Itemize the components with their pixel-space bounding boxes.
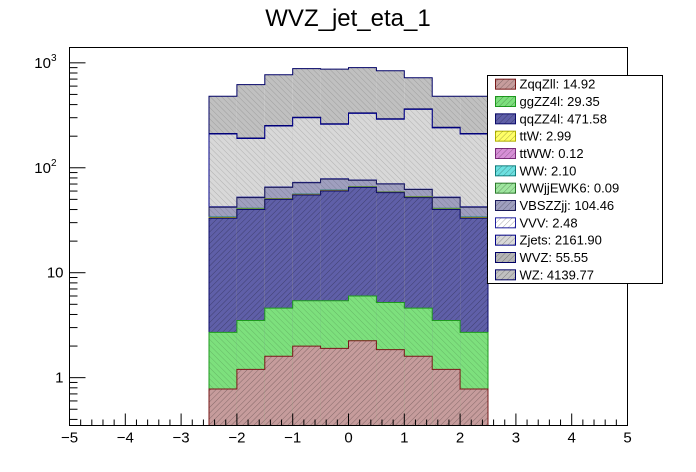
legend-label-ttWW: ttWW: 0.12 xyxy=(520,146,584,161)
bar-hatch-ZqqZll xyxy=(264,356,293,426)
legend-swatch-hatch-ggZZ4l xyxy=(495,96,516,107)
legend-swatch-hatch-ZqqZll xyxy=(495,79,516,90)
x-tick-label: 3 xyxy=(512,430,520,447)
legend-label-ZqqZll: ZqqZll: 14.92 xyxy=(520,77,596,92)
legend-label-WW: WW: 2.10 xyxy=(520,163,577,178)
bar-hatch-ZqqZll xyxy=(320,348,349,426)
y-tick-exponent: 3 xyxy=(51,53,57,64)
legend-label-ttW: ttW: 2.99 xyxy=(520,129,572,144)
legend-swatch-hatch-VVV xyxy=(495,217,516,228)
bar-hatch-ZqqZll xyxy=(236,369,265,426)
legend: ZqqZll: 14.92 ggZZ4l: 29.35 qqZZ4l: 471.58… xyxy=(487,75,663,284)
y-tick-label: 10 xyxy=(47,265,64,282)
legend-swatch-hatch-ttWW xyxy=(495,148,516,159)
legend-label-WZ: WZ: 4139.77 xyxy=(520,267,594,282)
legend-swatch-hatch-qqZZ4l xyxy=(495,113,516,124)
legend-swatch-hatch-WZ xyxy=(495,269,516,280)
chart-title: WVZ_jet_eta_1 xyxy=(265,5,430,32)
legend-label-WVZ: WVZ: 55.55 xyxy=(520,250,589,265)
outline-ggZZ4l xyxy=(208,295,489,426)
legend-swatch-hatch-WVZ xyxy=(495,252,516,263)
bar-hatch-ZqqZll xyxy=(404,356,433,426)
bar-hatch-ZqqZll xyxy=(209,388,237,426)
outline-qqZZ4l xyxy=(208,186,489,426)
legend-label-Zjets: Zjets: 2161.90 xyxy=(520,233,602,248)
series-ZqqZll xyxy=(208,340,489,426)
legend-label-ggZZ4l: ggZZ4l: 29.35 xyxy=(520,94,600,109)
outline-VBSZZjj xyxy=(208,178,489,426)
outline-WZ xyxy=(208,67,489,426)
x-tick-label: 5 xyxy=(623,430,631,447)
y-tick-exponent: 2 xyxy=(51,158,57,169)
x-tick-label: −5 xyxy=(61,430,78,447)
bars-layer xyxy=(208,67,489,426)
x-tick-label: 4 xyxy=(568,430,576,447)
legend-label-VBSZZjj: VBSZZjj: 104.46 xyxy=(520,198,615,213)
legend-swatch-hatch-Zjets xyxy=(495,235,516,246)
x-tick-label: −3 xyxy=(173,430,190,447)
outline-ZqqZll xyxy=(208,340,489,426)
bar-hatch-ZqqZll xyxy=(348,340,377,426)
legend-label-qqZZ4l: qqZZ4l: 471.58 xyxy=(520,111,607,126)
x-tick-label: −1 xyxy=(284,430,301,447)
legend-swatch-hatch-VBSZZjj xyxy=(495,200,516,211)
y-tick-label: 1 xyxy=(55,370,63,387)
legend-swatch-hatch-ttW xyxy=(495,131,516,142)
x-tick-label: 0 xyxy=(344,430,352,447)
bar-hatch-ZqqZll xyxy=(376,349,405,426)
x-tick-label: 1 xyxy=(400,430,408,447)
x-tick-label: −4 xyxy=(117,430,134,447)
legend-swatch-hatch-WW xyxy=(495,165,516,176)
legend-label-VVV: VVV: 2.48 xyxy=(520,215,578,230)
outline-Zjets xyxy=(208,108,489,426)
legend-box xyxy=(487,75,663,284)
x-tick-label: 2 xyxy=(456,430,464,447)
legend-label-WWjjEWK6: WWjjEWK6: 0.09 xyxy=(520,181,620,196)
bar-hatch-ZqqZll xyxy=(432,369,461,426)
legend-swatch-hatch-WWjjEWK6 xyxy=(495,183,516,194)
bar-hatch-ZqqZll xyxy=(292,346,321,426)
x-tick-label: −2 xyxy=(228,430,245,447)
bar-hatch-ZqqZll xyxy=(460,388,488,426)
